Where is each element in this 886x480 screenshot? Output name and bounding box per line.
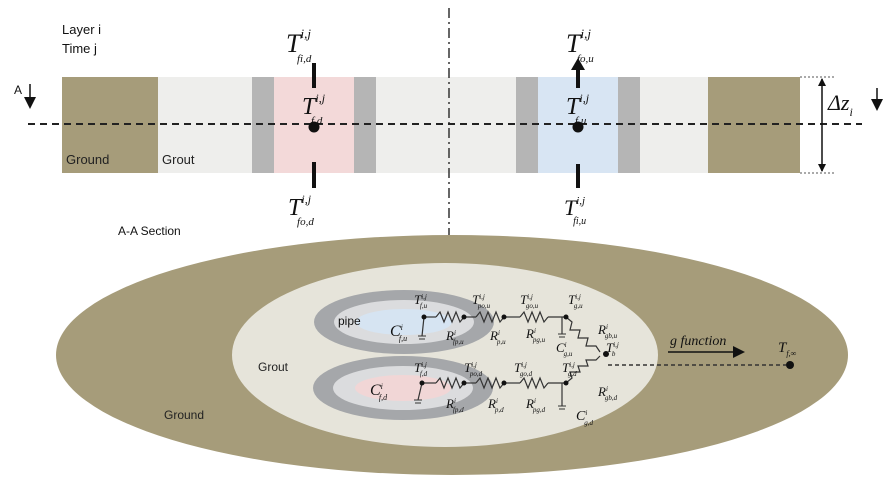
r-label-upper-2: Ri p,u: [489, 328, 506, 346]
grout-label-section: Grout: [258, 360, 289, 374]
r-label-upper-1: Ri fp,u: [445, 328, 464, 346]
t-label-left-mid: Ti,j f,d: [302, 91, 326, 127]
r-label-lower-3: Ri pg,d: [525, 396, 546, 414]
capacitor-ground-symbols: [414, 333, 566, 410]
t-node-lower-1: Ti,j f,d: [414, 360, 428, 378]
layer-label: Layer i: [62, 22, 101, 37]
node-far-field: [786, 361, 794, 369]
ground-label-section: Ground: [164, 408, 204, 422]
t-label-left-out: Ti,j fo,d: [288, 192, 314, 228]
r-label-lower-4: Ri gb,d: [597, 384, 618, 402]
node-upper-gb: [563, 314, 569, 320]
section-view: A-A Section pipe Grout Ground: [56, 224, 848, 475]
node-upper-pipe: [461, 314, 467, 320]
t-label-left-in: Ti,j fi,d: [286, 26, 312, 65]
node-lower-fluid: [419, 380, 425, 386]
t-node-upper-4: Ti,j g,u: [568, 292, 583, 310]
node-borehole: [603, 351, 609, 357]
c-label-upper-fluid: Ci f,u: [390, 323, 407, 343]
r-label-lower-1: Ri fp,d: [445, 396, 464, 414]
grout-ellipse: [232, 263, 658, 447]
fluid-lower: [355, 375, 451, 401]
node-lower-pipe: [461, 380, 467, 386]
r-label-upper-4: Ri gb,u: [597, 322, 618, 340]
pipe-label: pipe: [338, 314, 361, 328]
t-label-right-top: Ti,j fo,u: [566, 26, 594, 65]
t-node-upper-2: Ti,j po,u: [472, 292, 491, 310]
c-label-lower-grout: Ci g,d: [576, 409, 594, 427]
t-node-upper-1: Ti,j f,u: [414, 292, 428, 310]
fluid-upper: [356, 309, 452, 335]
node-upper-grout: [501, 314, 507, 320]
t-node-lower-2: Ti,j po,d: [464, 360, 483, 378]
resistor-network-lower: [417, 355, 601, 406]
t-far-field-label: Tf,∞: [778, 340, 797, 358]
node-upper-fluid: [421, 314, 427, 320]
t-borehole-label: Ti,j b: [606, 340, 619, 358]
ground-label-top: Ground: [66, 152, 109, 167]
node-lower-grout: [501, 380, 507, 386]
g-function-label: g function: [670, 334, 726, 349]
node-lower-gb: [563, 380, 569, 386]
top-view: Δzi A Layer i Time j Ground Grout Ti,j fi…: [14, 8, 883, 235]
c-label-upper-grout: Ci g,u: [556, 340, 573, 358]
dz-label: Δzi: [827, 90, 853, 119]
time-label: Time j: [62, 41, 97, 56]
t-label-right-mid: Ti,j f,u: [566, 91, 590, 127]
section-title: A-A Section: [118, 224, 181, 238]
c-label-lower-fluid: Ci f,d: [370, 382, 388, 402]
node-left-fluid: [308, 121, 320, 133]
t-node-upper-3: Ti,j go,u: [520, 292, 539, 310]
node-right-fluid: [572, 121, 584, 133]
t-node-lower-4: Ti,j g,d: [562, 360, 577, 378]
t-label-right-bottom: Ti,j fi,u: [564, 195, 586, 227]
t-node-lower-3: Ti,j go,d: [514, 360, 533, 378]
section-marker-a: A: [14, 83, 22, 97]
grout-label-top: Grout: [162, 152, 195, 167]
r-label-lower-2: Ri p,d: [487, 396, 504, 414]
r-label-upper-3: Ri pg,u: [525, 326, 546, 344]
